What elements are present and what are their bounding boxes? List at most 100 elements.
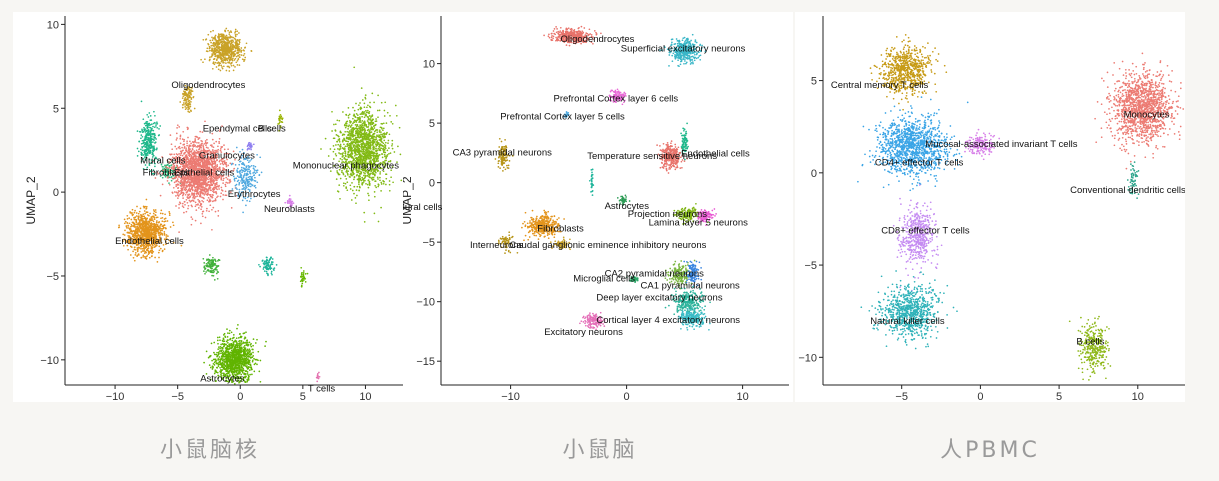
- data-point: [357, 118, 360, 121]
- data-point: [187, 158, 190, 161]
- data-point: [214, 199, 217, 202]
- data-point: [279, 114, 282, 116]
- data-point: [216, 181, 218, 184]
- data-point: [359, 134, 362, 137]
- data-point: [243, 58, 246, 61]
- data-point: [182, 93, 185, 95]
- data-point: [391, 122, 394, 125]
- data-point: [193, 181, 195, 184]
- data-point: [217, 68, 220, 71]
- data-point: [144, 136, 146, 138]
- data-point: [248, 178, 251, 180]
- data-point: [215, 192, 218, 195]
- data-point: [214, 44, 217, 47]
- data-point: [210, 178, 212, 181]
- data-point: [209, 56, 211, 59]
- data-point: [216, 44, 219, 47]
- data-point: [182, 149, 184, 152]
- data-point: [347, 147, 350, 149]
- data-point: [247, 164, 250, 167]
- data-point: [382, 127, 385, 130]
- data-point: [356, 129, 359, 131]
- data-point: [390, 176, 392, 179]
- data-point: [156, 126, 159, 129]
- data-point: [363, 171, 365, 174]
- cluster-points: [246, 141, 255, 151]
- data-point: [160, 163, 163, 166]
- data-point: [252, 167, 255, 170]
- data-point: [372, 122, 375, 125]
- data-point: [202, 145, 205, 148]
- data-point: [380, 190, 382, 192]
- data-point: [344, 126, 347, 129]
- data-point: [353, 178, 355, 181]
- data-point: [215, 66, 218, 68]
- data-point: [165, 170, 168, 173]
- data-point: [221, 189, 224, 192]
- data-point: [352, 117, 354, 120]
- data-point: [220, 192, 223, 195]
- data-point: [152, 125, 154, 128]
- data-point: [143, 126, 145, 129]
- cluster-points: [200, 27, 253, 72]
- data-point: [177, 160, 180, 163]
- data-point: [219, 148, 222, 150]
- data-point: [150, 119, 153, 121]
- data-point: [217, 61, 220, 64]
- data-point: [212, 180, 215, 183]
- data-point: [167, 169, 170, 172]
- data-point: [366, 116, 369, 118]
- data-point: [334, 153, 337, 155]
- data-point: [214, 162, 217, 165]
- data-point: [164, 175, 167, 178]
- data-point: [344, 152, 347, 154]
- data-point: [186, 95, 189, 97]
- data-point: [345, 113, 347, 116]
- data-point: [209, 162, 212, 165]
- data-point: [384, 141, 387, 144]
- data-point: [348, 144, 351, 147]
- data-point: [151, 127, 153, 130]
- data-point: [245, 165, 248, 168]
- data-point: [349, 188, 352, 190]
- data-point: [174, 145, 177, 148]
- data-point: [232, 52, 235, 55]
- data-point: [168, 171, 171, 174]
- data-point: [204, 120, 206, 123]
- data-point: [378, 154, 380, 156]
- data-point: [348, 124, 351, 127]
- data-point: [291, 200, 294, 203]
- data-point: [244, 169, 247, 172]
- data-point: [207, 33, 210, 36]
- data-point: [209, 195, 212, 198]
- data-point: [229, 43, 232, 45]
- data-point: [154, 214, 157, 217]
- data-point: [238, 48, 241, 50]
- data-point: [371, 92, 374, 95]
- data-point: [239, 38, 241, 41]
- data-point: [250, 142, 252, 145]
- data-point: [216, 165, 219, 168]
- data-point: [175, 153, 178, 155]
- data-point: [362, 142, 364, 145]
- data-point: [190, 142, 192, 145]
- data-point: [349, 155, 352, 158]
- data-point: [189, 200, 192, 203]
- data-point: [232, 51, 234, 54]
- data-point: [197, 144, 199, 147]
- data-point: [143, 210, 146, 212]
- data-point: [151, 149, 154, 152]
- data-point: [256, 181, 259, 184]
- data-point: [355, 189, 358, 191]
- data-point: [385, 173, 387, 176]
- data-point: [170, 143, 173, 146]
- data-point: [339, 197, 341, 200]
- data-point: [155, 157, 158, 160]
- data-point: [385, 177, 388, 180]
- data-point: [220, 64, 223, 67]
- data-point: [259, 156, 262, 159]
- data-point: [236, 49, 239, 52]
- data-point: [372, 173, 374, 176]
- data-point: [140, 134, 143, 136]
- data-point: [347, 116, 350, 119]
